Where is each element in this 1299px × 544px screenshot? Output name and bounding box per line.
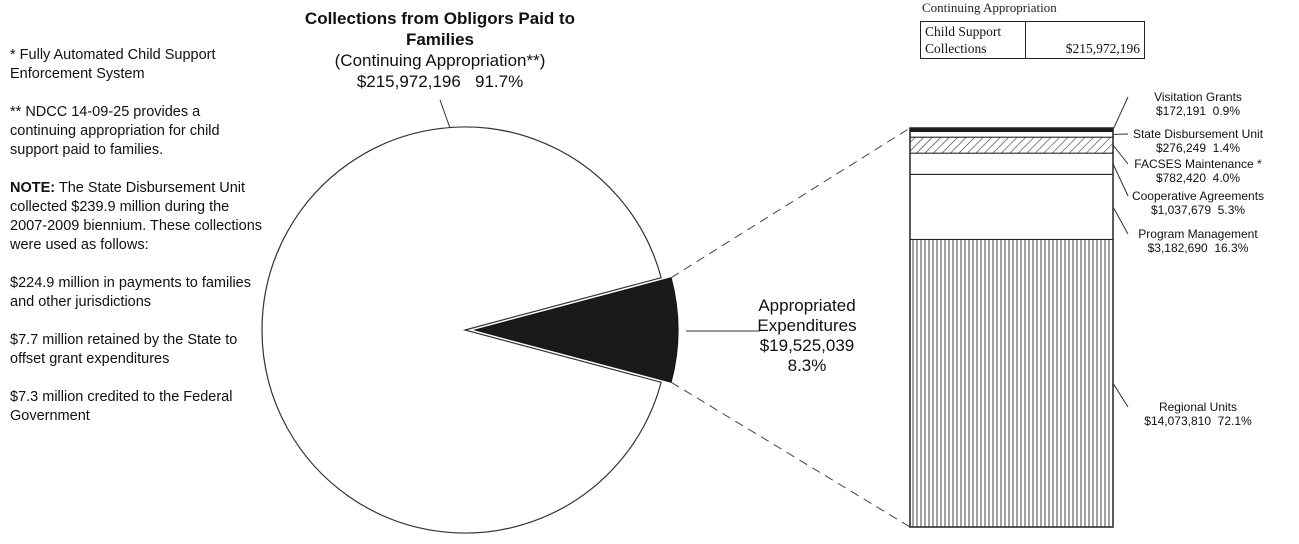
bar-segment-regional-units [909, 238, 1114, 528]
note-paragraph: NOTE: The State Disbursement Unit collec… [10, 179, 270, 255]
pie-large-slice-value: $215,972,196 91.7% [290, 71, 590, 92]
pie-large-slice-percent: 91.7% [474, 72, 524, 91]
connector-top [670, 127, 911, 279]
bar-label-value: $3,182,690 16.3% [1147, 241, 1249, 255]
pie-small-slice-label-block: Appropriated Expenditures $19,525,039 8.… [748, 296, 866, 376]
bar-outline [909, 127, 1114, 528]
bar-leader-3 [1112, 144, 1129, 165]
note-label: NOTE: [10, 180, 56, 196]
table-row-value: $215,972,196 [1025, 21, 1145, 59]
bar-label-name: Program Management [1138, 227, 1258, 241]
pie-slice-collections [261, 126, 662, 534]
bar-label-regional-units: Regional Units $14,073,810 72.1% [1108, 400, 1288, 428]
bar-leader-1 [1112, 206, 1129, 235]
connector-bottom [670, 381, 911, 528]
pie-to-bar-connectors [670, 127, 911, 528]
notes-panel: * Fully Automated Child Support Enforcem… [10, 46, 270, 432]
bar-label-cooperative-agreements: Cooperative Agreements $1,037,679 5.3% [1108, 189, 1288, 217]
table-row-label: Child Support Collections [920, 21, 1026, 59]
use-retained: $7.7 million retained by the State to of… [10, 332, 238, 367]
bar-label-facses-maintenance: FACSES Maintenance * $782,420 4.0% [1108, 157, 1288, 185]
pie-slice-appropriated [473, 277, 679, 383]
bar-label-value: $172,191 0.9% [1155, 104, 1241, 118]
pie-subtitle: (Continuing Appropriation**) [334, 51, 546, 70]
pie-large-slice-amount: $215,972,196 [356, 72, 461, 91]
bar-segment-program-management [909, 173, 1114, 240]
bar-label-name: Regional Units [1158, 400, 1238, 414]
pie-title: Collections from Obligors Paid to Famili… [304, 9, 576, 49]
bar-label-visitation-grants: Visitation Grants $172,191 0.9% [1108, 90, 1288, 118]
bar-leader-5 [1112, 96, 1129, 130]
pie-title-block: Collections from Obligors Paid to Famili… [290, 8, 590, 92]
bar-segment-cooperative-agreements [909, 152, 1114, 175]
bar-label-name: State Disbursement Unit [1132, 127, 1264, 141]
pie-small-slice-label: Appropriated Expenditures [757, 296, 857, 335]
bar-label-name: Cooperative Agreements [1131, 189, 1265, 203]
footnote-ndcc: ** NDCC 14-09-25 provides a continuing a… [10, 104, 220, 158]
bar-label-name: FACSES Maintenance * [1134, 157, 1262, 171]
bar-label-value: $782,420 4.0% [1155, 171, 1241, 185]
note-text: The State Disbursement Unit collected $2… [10, 180, 263, 253]
bar-segment-facses-maintenance [909, 136, 1114, 154]
footnote-facses: * Fully Automated Child Support Enforcem… [10, 47, 216, 82]
pie-small-slice-amount: $19,525,039 [759, 336, 855, 355]
table-caption: Continuing Appropriation [922, 0, 1057, 15]
stacked-bar [909, 127, 1114, 528]
pie-title-leader [439, 99, 451, 129]
bar-label-program-management: Program Management $3,182,690 16.3% [1108, 227, 1288, 255]
use-federal: $7.3 million credited to the Federal Gov… [10, 389, 233, 424]
bar-label-value: $14,073,810 72.1% [1144, 414, 1252, 428]
bar-leader-0 [1112, 382, 1129, 408]
continuing-appropriation-table: Child Support Collections $215,972,196 [920, 21, 1145, 59]
table-row: Child Support Collections $215,972,196 [920, 21, 1145, 59]
pie-small-slice-percent: 8.3% [787, 356, 827, 375]
pie-chart [261, 99, 760, 534]
bar-leader-2 [1112, 163, 1129, 197]
bar-label-name: Visitation Grants [1154, 90, 1242, 104]
bar-label-state-disbursement-unit: State Disbursement Unit $276,249 1.4% [1108, 127, 1288, 155]
use-payments: $224.9 million in payments to families a… [10, 275, 251, 310]
bar-label-value: $1,037,679 5.3% [1150, 203, 1246, 217]
bar-label-value: $276,249 1.4% [1155, 141, 1241, 155]
bar-leader-lines [1112, 96, 1129, 408]
bar-segment-state-disbursement-unit [909, 131, 1114, 138]
